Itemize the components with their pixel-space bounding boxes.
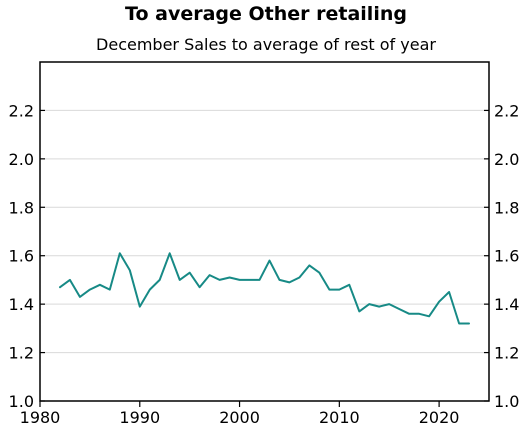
tick-labels: 1.0 1.0 1.2 1.2 1.4 1.4 1.6 1.6 1.8 1.8 2.0 2.0 2.2 2… bbox=[9, 101, 520, 427]
y-tick-label-right: 2.2 bbox=[494, 101, 519, 120]
y-tick-label-right: 1.0 bbox=[494, 392, 519, 411]
x-tick-label: 2010 bbox=[319, 408, 360, 427]
y-tick-label-right: 2.0 bbox=[494, 150, 519, 169]
y-tick-label-right: 1.6 bbox=[494, 247, 519, 266]
tick-marks bbox=[39, 109, 489, 407]
x-tick-label: 2000 bbox=[219, 408, 260, 427]
series-lines bbox=[59, 252, 470, 325]
plot-frame bbox=[39, 61, 490, 402]
y-tick-label-right: 1.8 bbox=[494, 198, 519, 217]
gridlines bbox=[40, 109, 489, 354]
y-tick-label-left: 1.0 bbox=[9, 392, 34, 411]
y-tick-label-left: 2.0 bbox=[9, 150, 34, 169]
series-line bbox=[59, 252, 470, 325]
y-tick-label-left: 1.2 bbox=[9, 344, 34, 363]
y-tick-label-right: 1.4 bbox=[494, 295, 519, 314]
chart-title: To average Other retailing bbox=[125, 3, 407, 25]
x-tick-label: 1990 bbox=[119, 408, 160, 427]
y-tick-label-left: 1.8 bbox=[9, 198, 34, 217]
y-tick-label-left: 2.2 bbox=[9, 101, 34, 120]
chart-subtitle: December Sales to average of rest of yea… bbox=[96, 35, 436, 54]
y-tick-label-right: 1.2 bbox=[494, 344, 519, 363]
y-tick-label-left: 1.6 bbox=[9, 247, 34, 266]
x-tick-label: 2020 bbox=[419, 408, 460, 427]
y-tick-label-left: 1.4 bbox=[9, 295, 34, 314]
x-tick-label: 1980 bbox=[20, 408, 61, 427]
